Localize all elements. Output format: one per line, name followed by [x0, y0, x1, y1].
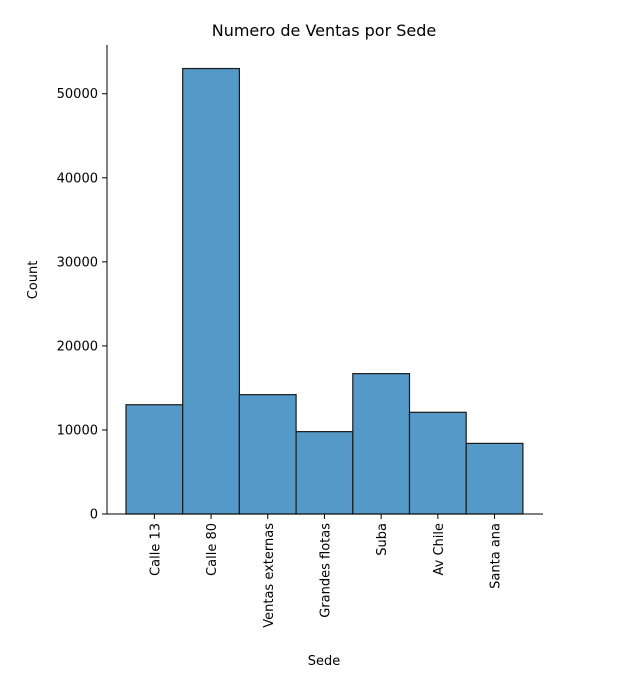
x-tick-label: Calle 80 [205, 523, 220, 576]
y-tick-label: 0 [90, 508, 98, 523]
x-tick-label: Suba [375, 523, 390, 556]
x-tick-label: Ventas externas [262, 523, 277, 628]
x-ticks-group: Calle 13 Calle 80 Ventas externas Grandes f… [148, 514, 504, 628]
x-tick-label: Calle 13 [148, 523, 163, 576]
bars-group [125, 67, 524, 515]
y-tick-label: 10000 [57, 423, 98, 438]
bar-3 [295, 431, 354, 515]
chart-title: Numero de Ventas por Sede [212, 21, 437, 40]
y-tick-label: 50000 [57, 87, 98, 102]
x-tick-label: Av Chile [432, 523, 447, 576]
y-tick-label: 30000 [57, 255, 98, 270]
y-axis-label: Count [26, 261, 41, 300]
bar-1 [182, 67, 240, 515]
y-ticks-group: 0 10000 20000 30000 40000 50000 [57, 87, 107, 523]
x-axis-label: Sede [308, 654, 341, 669]
bar-4 [352, 373, 411, 515]
bar-2 [238, 394, 297, 515]
bar-5 [408, 411, 467, 515]
bar-0 [125, 404, 184, 515]
bar-6 [465, 442, 524, 515]
x-tick-label: Santa ana [489, 523, 504, 589]
y-tick-label: 20000 [57, 339, 98, 354]
x-tick-label: Grandes flotas [318, 523, 333, 618]
y-tick-label: 40000 [57, 171, 98, 186]
